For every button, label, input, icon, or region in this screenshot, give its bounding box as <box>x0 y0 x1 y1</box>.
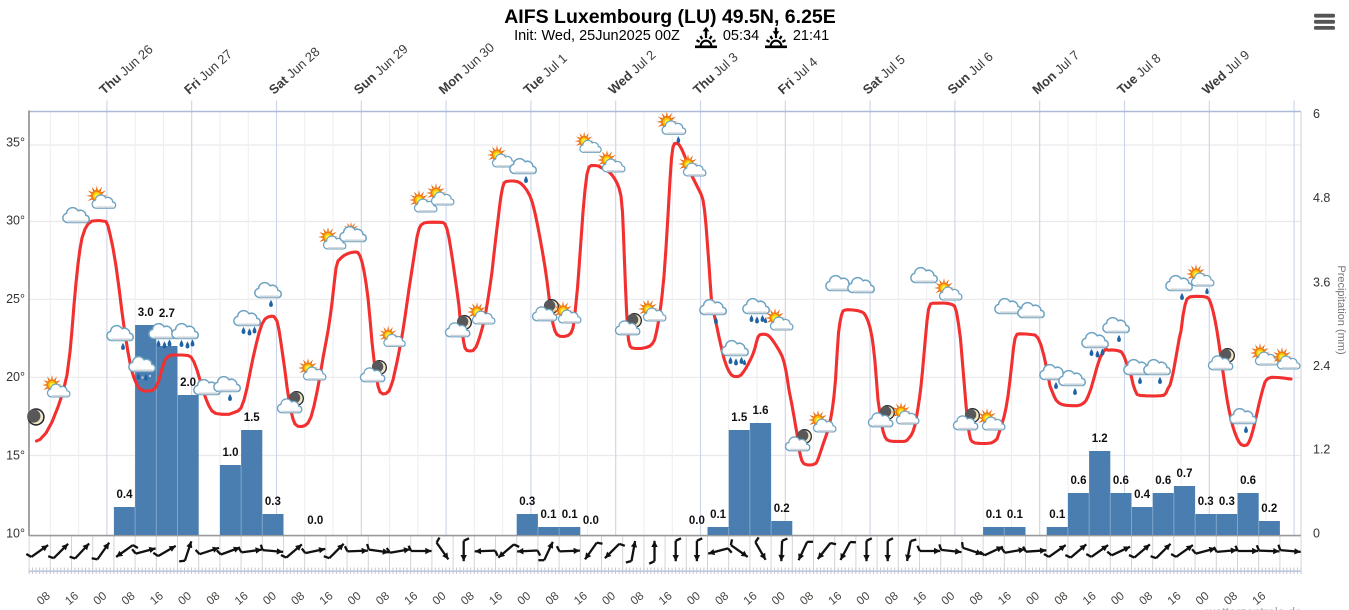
svg-text:20°: 20° <box>6 370 25 384</box>
svg-text:3.6: 3.6 <box>1313 276 1330 290</box>
svg-text:0.1: 0.1 <box>562 509 579 521</box>
svg-text:2.7: 2.7 <box>159 308 175 320</box>
svg-text:0.2: 0.2 <box>774 503 790 515</box>
svg-text:1.0: 1.0 <box>223 447 239 459</box>
svg-text:0.6: 0.6 <box>1113 475 1129 487</box>
svg-text:0.6: 0.6 <box>1071 475 1087 487</box>
svg-text:AIFS Luxembourg (LU) 49.5N, 6.: AIFS Luxembourg (LU) 49.5N, 6.25E <box>504 6 836 28</box>
svg-text:0.6: 0.6 <box>1155 475 1171 487</box>
svg-text:2.0: 2.0 <box>180 377 196 389</box>
svg-text:1.2: 1.2 <box>1092 433 1108 445</box>
svg-text:0.1: 0.1 <box>541 509 558 521</box>
svg-text:1.5: 1.5 <box>244 412 261 424</box>
svg-text:10°: 10° <box>6 527 25 541</box>
svg-text:0.0: 0.0 <box>689 515 705 527</box>
svg-text:4.8: 4.8 <box>1313 191 1330 205</box>
svg-text:0.1: 0.1 <box>1007 509 1024 521</box>
svg-text:0.3: 0.3 <box>1219 496 1235 508</box>
svg-text:Init: Wed, 25Jun2025 00Z: Init: Wed, 25Jun2025 00Z <box>514 28 680 44</box>
svg-text:0.2: 0.2 <box>1261 503 1277 515</box>
svg-text:0.1: 0.1 <box>1049 509 1066 521</box>
svg-text:0.3: 0.3 <box>519 496 535 508</box>
svg-text:2.4: 2.4 <box>1313 359 1330 373</box>
svg-text:1.2: 1.2 <box>1313 443 1330 457</box>
svg-text:0.4: 0.4 <box>1134 489 1151 501</box>
svg-text:05:34: 05:34 <box>723 28 759 44</box>
svg-text:0.7: 0.7 <box>1177 468 1193 480</box>
svg-text:1.5: 1.5 <box>731 412 748 424</box>
svg-text:0.3: 0.3 <box>1198 496 1214 508</box>
svg-text:wetterzentrale.de: wetterzentrale.de <box>1205 606 1302 610</box>
svg-text:0.0: 0.0 <box>583 515 599 527</box>
svg-text:6: 6 <box>1313 107 1320 121</box>
svg-text:0.6: 0.6 <box>1240 475 1256 487</box>
svg-text:1.6: 1.6 <box>753 405 769 417</box>
svg-text:25°: 25° <box>6 292 25 306</box>
svg-text:0.3: 0.3 <box>265 496 281 508</box>
svg-text:35°: 35° <box>6 135 25 149</box>
svg-text:0.1: 0.1 <box>710 509 727 521</box>
svg-text:0.1: 0.1 <box>986 509 1003 521</box>
svg-text:15°: 15° <box>6 449 25 463</box>
svg-text:0.0: 0.0 <box>307 515 323 527</box>
svg-text:30°: 30° <box>6 214 25 228</box>
svg-text:3.0: 3.0 <box>138 307 154 319</box>
svg-text:0: 0 <box>1313 527 1320 541</box>
svg-text:Precipitation (mm): Precipitation (mm) <box>1335 265 1347 354</box>
svg-text:21:41: 21:41 <box>793 28 829 44</box>
svg-text:0.4: 0.4 <box>117 489 134 501</box>
